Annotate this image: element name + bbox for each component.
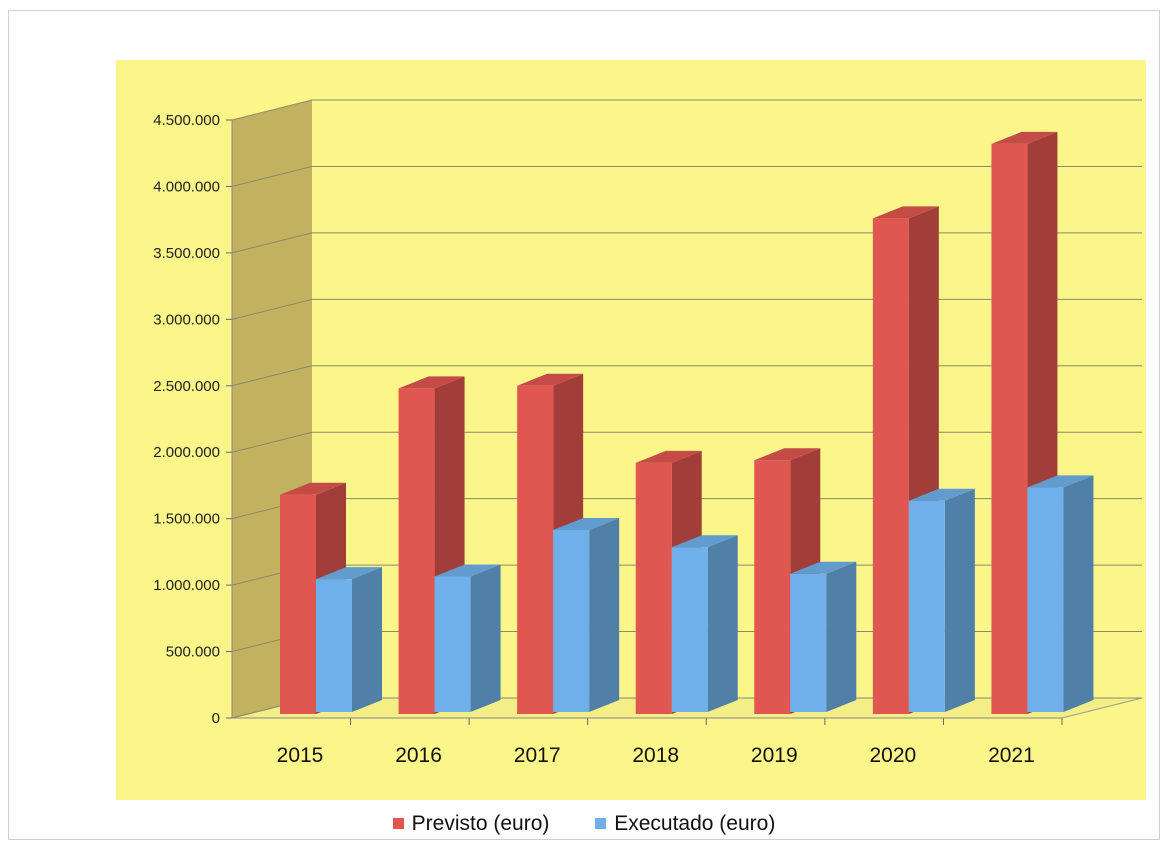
x-tick-label: 2016 (395, 744, 442, 767)
bar-top (1027, 475, 1094, 488)
y-tick-label: 4.500.000 (153, 112, 220, 129)
bar-front (1027, 487, 1064, 712)
bar-executado-2018 (671, 535, 738, 712)
bar-executado-2017 (553, 517, 620, 712)
y-tick-label: 4.000.000 (153, 178, 220, 195)
bar-top (635, 450, 702, 463)
bar-top (517, 373, 584, 386)
bar-front (908, 500, 945, 712)
bar-front (434, 576, 471, 712)
bar-front (872, 218, 909, 715)
bar-front (635, 462, 672, 714)
y-tick-label: 3.500.000 (153, 245, 220, 262)
gridline (231, 431, 1142, 453)
gridlines (226, 99, 1142, 725)
bar-top (991, 131, 1058, 144)
bar-side (352, 567, 382, 712)
x-tick-label: 2015 (277, 744, 324, 767)
bar-top (434, 564, 501, 577)
legend-item-executado: Executado (euro) (595, 812, 775, 836)
bar-front (398, 388, 435, 714)
gridline (231, 232, 1142, 254)
bar-executado-2019 (790, 561, 857, 712)
gridline (231, 365, 1142, 387)
x-axis-ticks: 2015 2016 2017 2018 2019 2020 2021 (277, 744, 1035, 767)
bar-front (553, 529, 590, 712)
legend-item-previsto: Previsto (euro) (392, 812, 550, 836)
bar-front (316, 579, 352, 712)
y-tick-label: 1.000.000 (153, 577, 220, 594)
y-tick-label: 500.000 (166, 644, 220, 661)
gridline (231, 99, 1142, 121)
bar-front (280, 494, 316, 714)
y-tick-label: 2.500.000 (153, 378, 220, 395)
legend-label-previsto: Previsto (euro) (411, 812, 550, 835)
x-tick-label: 2018 (632, 744, 679, 767)
x-tick-label: 2017 (514, 744, 561, 767)
bar-front (991, 143, 1028, 715)
bar-side (826, 561, 857, 712)
bar-executado-2016 (434, 564, 501, 712)
bar-top (280, 482, 346, 495)
bar-executado-2021 (1027, 475, 1094, 712)
bar-side (589, 517, 620, 712)
legend-swatch-previsto (392, 818, 404, 829)
bar-top (316, 567, 382, 580)
bar-top (398, 376, 465, 389)
y-axis-ticks: 4.500.000 4.000.000 3.500.000 3.000.000 2.50… (153, 112, 220, 727)
bar-front (754, 460, 791, 714)
bar-side (707, 535, 738, 712)
bar-top (754, 448, 821, 461)
bar-top (872, 206, 939, 219)
bar-top (553, 517, 620, 530)
bar-side (470, 564, 501, 712)
bars (280, 131, 1094, 715)
bar-executado-2020 (908, 488, 975, 712)
x-tick-label: 2019 (751, 744, 798, 767)
bar-executado-2015 (316, 567, 382, 712)
bar-side (1063, 475, 1094, 712)
y-tick-label: 1.500.000 (153, 511, 220, 528)
gridline (231, 165, 1142, 187)
y-tick-label: 3.000.000 (153, 311, 220, 328)
bar-front (671, 547, 708, 712)
bar-front (517, 385, 554, 714)
bar-top (908, 488, 975, 501)
bar-side (944, 488, 975, 712)
legend-label-executado: Executado (euro) (614, 812, 776, 835)
y-tick-label: 2.000.000 (153, 444, 220, 461)
bar-front (790, 573, 827, 712)
legend: Previsto (euro) Executado (euro) (0, 812, 1168, 836)
bar-top (671, 535, 738, 548)
legend-swatch-executado (595, 818, 607, 829)
bar-top (790, 561, 857, 574)
gridline (231, 298, 1142, 320)
y-tick-label: 0 (212, 710, 220, 727)
x-tick-label: 2020 (869, 744, 916, 767)
x-tick-label: 2021 (988, 744, 1035, 767)
